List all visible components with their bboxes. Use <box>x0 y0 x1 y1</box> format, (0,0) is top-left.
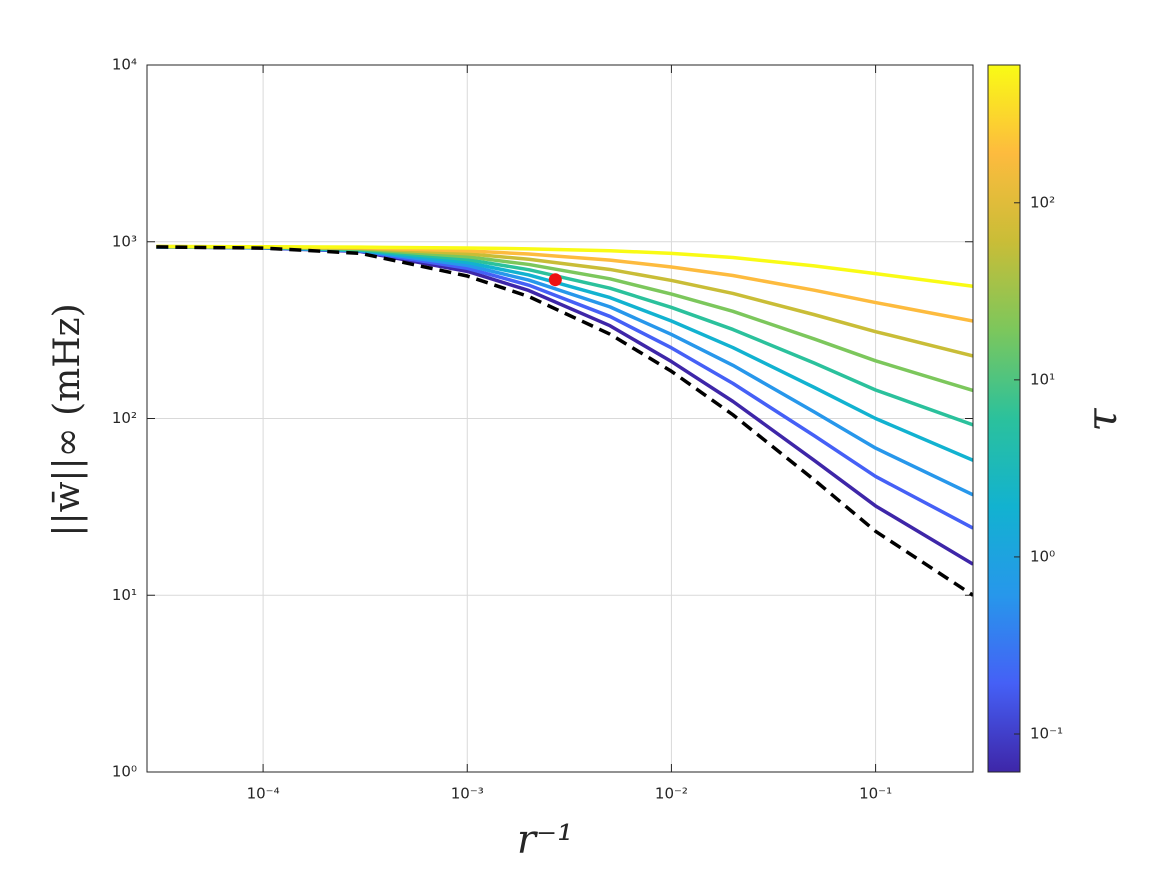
point <box>548 273 562 287</box>
dashed-line <box>156 245 973 597</box>
colorbar-tick-label: 10¹ <box>1030 370 1055 388</box>
y-tick-label: 10⁰ <box>112 763 137 781</box>
y-tick-label: 10³ <box>112 232 137 250</box>
colorbar <box>987 64 1021 773</box>
y-tick-label: 10² <box>112 409 137 427</box>
series-line <box>156 244 973 288</box>
x-tick-label: 10⁻¹ <box>859 785 892 803</box>
x-axis-label: r⁻¹ <box>517 817 573 863</box>
y-tick-label: 10¹ <box>112 586 137 604</box>
colorbar-tick-label: 10² <box>1030 193 1055 211</box>
x-tick-label: 10⁻⁴ <box>247 785 280 803</box>
colorbar-tick-label: 10⁰ <box>1030 547 1055 565</box>
colorbar-tick-label: 10⁻¹ <box>1030 724 1063 742</box>
y-tick-label: 10⁴ <box>112 56 137 74</box>
lines <box>156 244 973 597</box>
x-tick-label: 10⁻³ <box>451 785 484 803</box>
axes-box <box>146 64 974 773</box>
x-tick-label: 10⁻² <box>655 785 688 803</box>
colorbar-label: τ <box>1077 408 1126 432</box>
y-axis-label: ||w̄||∞ (mHz) <box>47 303 88 536</box>
